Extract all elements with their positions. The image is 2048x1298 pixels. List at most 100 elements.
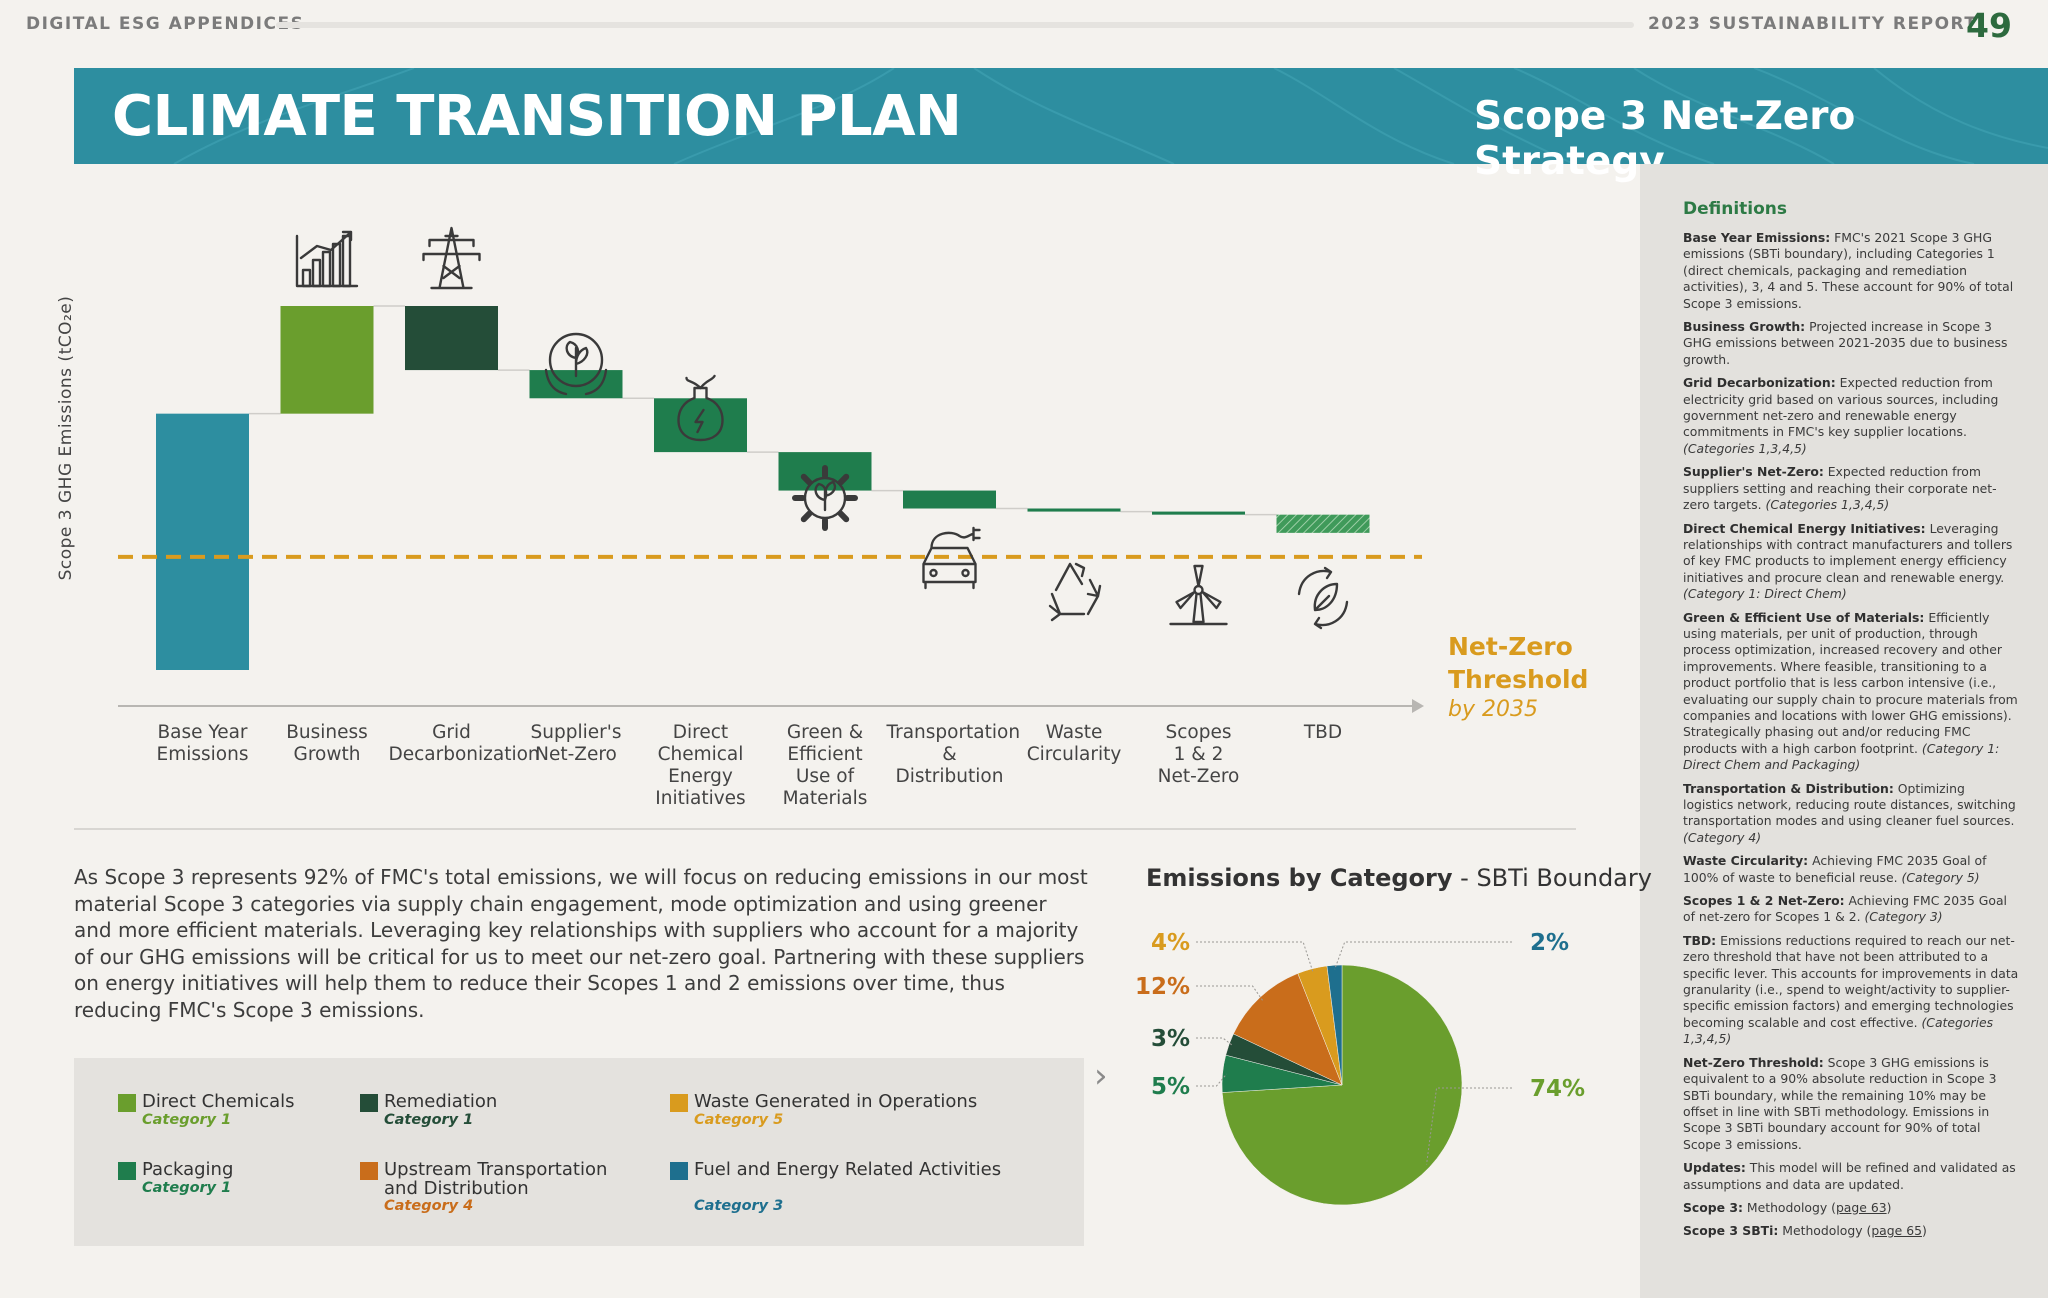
definition-text: Achieving FMC 2035 Goal of net-zero for …	[1683, 893, 2008, 925]
pie-leader-line	[1196, 941, 1314, 973]
pie-slice-label: 74%	[1530, 1076, 1585, 1102]
definition-category: (Categories 1,3,4,5)	[1683, 1014, 1994, 1047]
pie-slice-label: 5%	[1151, 1074, 1190, 1100]
waterfall-chart	[118, 226, 1424, 713]
legend-category: Category 3	[694, 1198, 784, 1214]
definition-text: Expected reduction from electricity grid…	[1683, 375, 1999, 440]
definition-category: (Category 5)	[1901, 869, 1980, 885]
pie-leader-line	[1196, 1037, 1234, 1047]
x-tick-label-line: Growth	[293, 744, 361, 765]
methodology-text: Methodology (	[1778, 1223, 1872, 1239]
pie-leader-line	[1426, 1087, 1512, 1165]
page-link[interactable]: page 65	[1871, 1223, 1922, 1239]
legend-category: Category 1	[142, 1112, 232, 1128]
legend-label: Packaging	[142, 1159, 234, 1180]
growth-chart-icon	[295, 230, 359, 288]
x-tick-label-line: Initiatives	[655, 788, 746, 809]
definition-category: (Category 1: Direct Chem)	[1683, 586, 1847, 602]
definitions-panel	[1640, 164, 2048, 1298]
legend-swatch	[670, 1162, 688, 1180]
x-tick-label-line: Decarbonization	[388, 744, 540, 765]
definition-term: Net-Zero Threshold:	[1683, 1054, 1824, 1070]
pie-title-main: Emissions by Category	[1146, 864, 1453, 892]
x-tick-label-line: Energy	[668, 766, 733, 787]
methodology-term: Scope 3:	[1683, 1199, 1743, 1215]
legend-swatch	[118, 1094, 136, 1112]
definition-category: (Categories 1,3,4,5)	[1765, 497, 1890, 513]
legend-label: Direct Chemicals	[142, 1091, 295, 1112]
legend-label: Upstream Transportation and Distribution	[384, 1159, 608, 1199]
report-title: 2023 SUSTAINABILITY REPORT	[1648, 14, 1978, 34]
gear-leaf-icon	[792, 465, 858, 531]
definition-text: Expected reduction from suppliers settin…	[1683, 464, 1997, 513]
x-tick-label-line: Net-Zero	[1157, 766, 1240, 787]
page-link[interactable]: page 63	[1835, 1199, 1887, 1215]
definition-item: Waste Circularity: Achieving FMC 2035 Go…	[1683, 853, 2019, 886]
definition-text: Projected increase in Scope 3 GHG emissi…	[1683, 319, 2008, 367]
methodology-link-item: Scope 3 SBTi: Methodology (page 65)	[1683, 1223, 2019, 1239]
definition-item: TBD: Emissions reductions required to re…	[1683, 933, 2019, 1048]
definition-category: (Category 1: Direct Chem and Packaging)	[1683, 740, 2000, 773]
definition-term: Transportation & Distribution:	[1683, 780, 1894, 796]
pie-slice-label: 4%	[1151, 930, 1190, 956]
definition-text: Achieving FMC 2035 Goal of 100% of waste…	[1683, 853, 1987, 885]
waterfall-bar	[903, 490, 996, 509]
definition-category: (Category 3)	[1864, 909, 1943, 925]
legend-category: Category 4	[384, 1198, 474, 1214]
x-tick-label: TBD	[1260, 722, 1386, 744]
waterfall-bar	[156, 413, 249, 670]
x-tick-label-line: Use of	[795, 766, 855, 787]
x-tick-label: Supplier's Net-Zero	[513, 722, 639, 766]
definition-text: Optimizing logistics network, reducing r…	[1683, 780, 2016, 829]
waterfall-bar	[1027, 508, 1121, 512]
definition-item: Net-Zero Threshold: Scope 3 GHG emission…	[1683, 1055, 2019, 1153]
definition-item: Grid Decarbonization: Expected reduction…	[1683, 375, 2019, 457]
pie-slice-label: 3%	[1151, 1026, 1190, 1052]
definition-text: Emissions reductions required to reach o…	[1683, 932, 2019, 1030]
title-banner	[74, 68, 2048, 164]
x-tick-label-line: Waste	[1045, 722, 1103, 743]
x-axis-arrow	[1412, 699, 1424, 713]
definition-term: Supplier's Net-Zero:	[1683, 464, 1824, 480]
x-tick-label-line: Supplier's	[530, 722, 622, 743]
x-tick-label: Grid Decarbonization	[388, 722, 540, 766]
definition-category: (Categories 1,3,4,5)	[1683, 440, 1807, 456]
definitions-title: Definitions	[1683, 199, 1788, 219]
definition-term: Business Growth:	[1683, 319, 1806, 335]
legend-swatch	[118, 1162, 136, 1180]
definition-term: Green & Efficient Use of Materials:	[1683, 609, 1925, 625]
definitions-list: Base Year Emissions: FMC's 2021 Scope 3 …	[1683, 230, 2019, 1247]
pie-title-suffix: - SBTi Boundary	[1452, 864, 1652, 892]
legend-label: Fuel and Energy Related Activities	[694, 1159, 1002, 1180]
x-tick-label-line: Emissions	[156, 744, 249, 765]
x-tick-label: Waste Circularity	[1011, 722, 1137, 766]
waterfall-bar	[1276, 514, 1370, 533]
definition-item: Business Growth: Projected increase in S…	[1683, 319, 2019, 368]
pie-slice-label: 2%	[1530, 930, 1569, 956]
page-subtitle: Scope 3 Net-Zero Strategy	[1474, 94, 1856, 184]
x-tick-label-line: Direct	[672, 722, 729, 743]
waterfall-bar	[405, 306, 498, 371]
x-tick-label-line: & Distribution	[895, 744, 1004, 787]
energy-bottle-icon	[677, 374, 724, 442]
definition-term: Updates:	[1683, 1160, 1746, 1176]
methodology-text: Methodology (	[1742, 1199, 1836, 1215]
pie-leader-line	[1196, 1073, 1227, 1087]
chevron-right-icon: ›	[1094, 1056, 1108, 1096]
definition-text: Scope 3 GHG emissions is equivalent to a…	[1683, 1054, 1997, 1152]
threshold-label-line2: Threshold	[1448, 665, 1589, 694]
definition-term: Scopes 1 & 2 Net-Zero:	[1683, 893, 1845, 909]
x-tick-label: Direct Chemical Energy Initiatives	[638, 722, 764, 810]
methodology-end: )	[1921, 1223, 1927, 1239]
banner-texture	[173, 68, 2048, 164]
methodology-link-item: Scope 3: Methodology (page 63)	[1683, 1200, 2019, 1216]
waterfall-bar	[280, 306, 374, 414]
section-label: DIGITAL ESG APPENDICES	[26, 14, 305, 34]
definition-category: (Category 4)	[1683, 829, 1762, 845]
definition-item: Green & Efficient Use of Materials: Effi…	[1683, 610, 2019, 774]
legend-label: Waste Generated in Operations	[694, 1091, 978, 1112]
legend-swatch	[360, 1162, 378, 1180]
x-tick-label-line: Scopes	[1165, 722, 1232, 743]
waterfall-bar	[1152, 511, 1245, 515]
methodology-end: )	[1886, 1199, 1892, 1215]
